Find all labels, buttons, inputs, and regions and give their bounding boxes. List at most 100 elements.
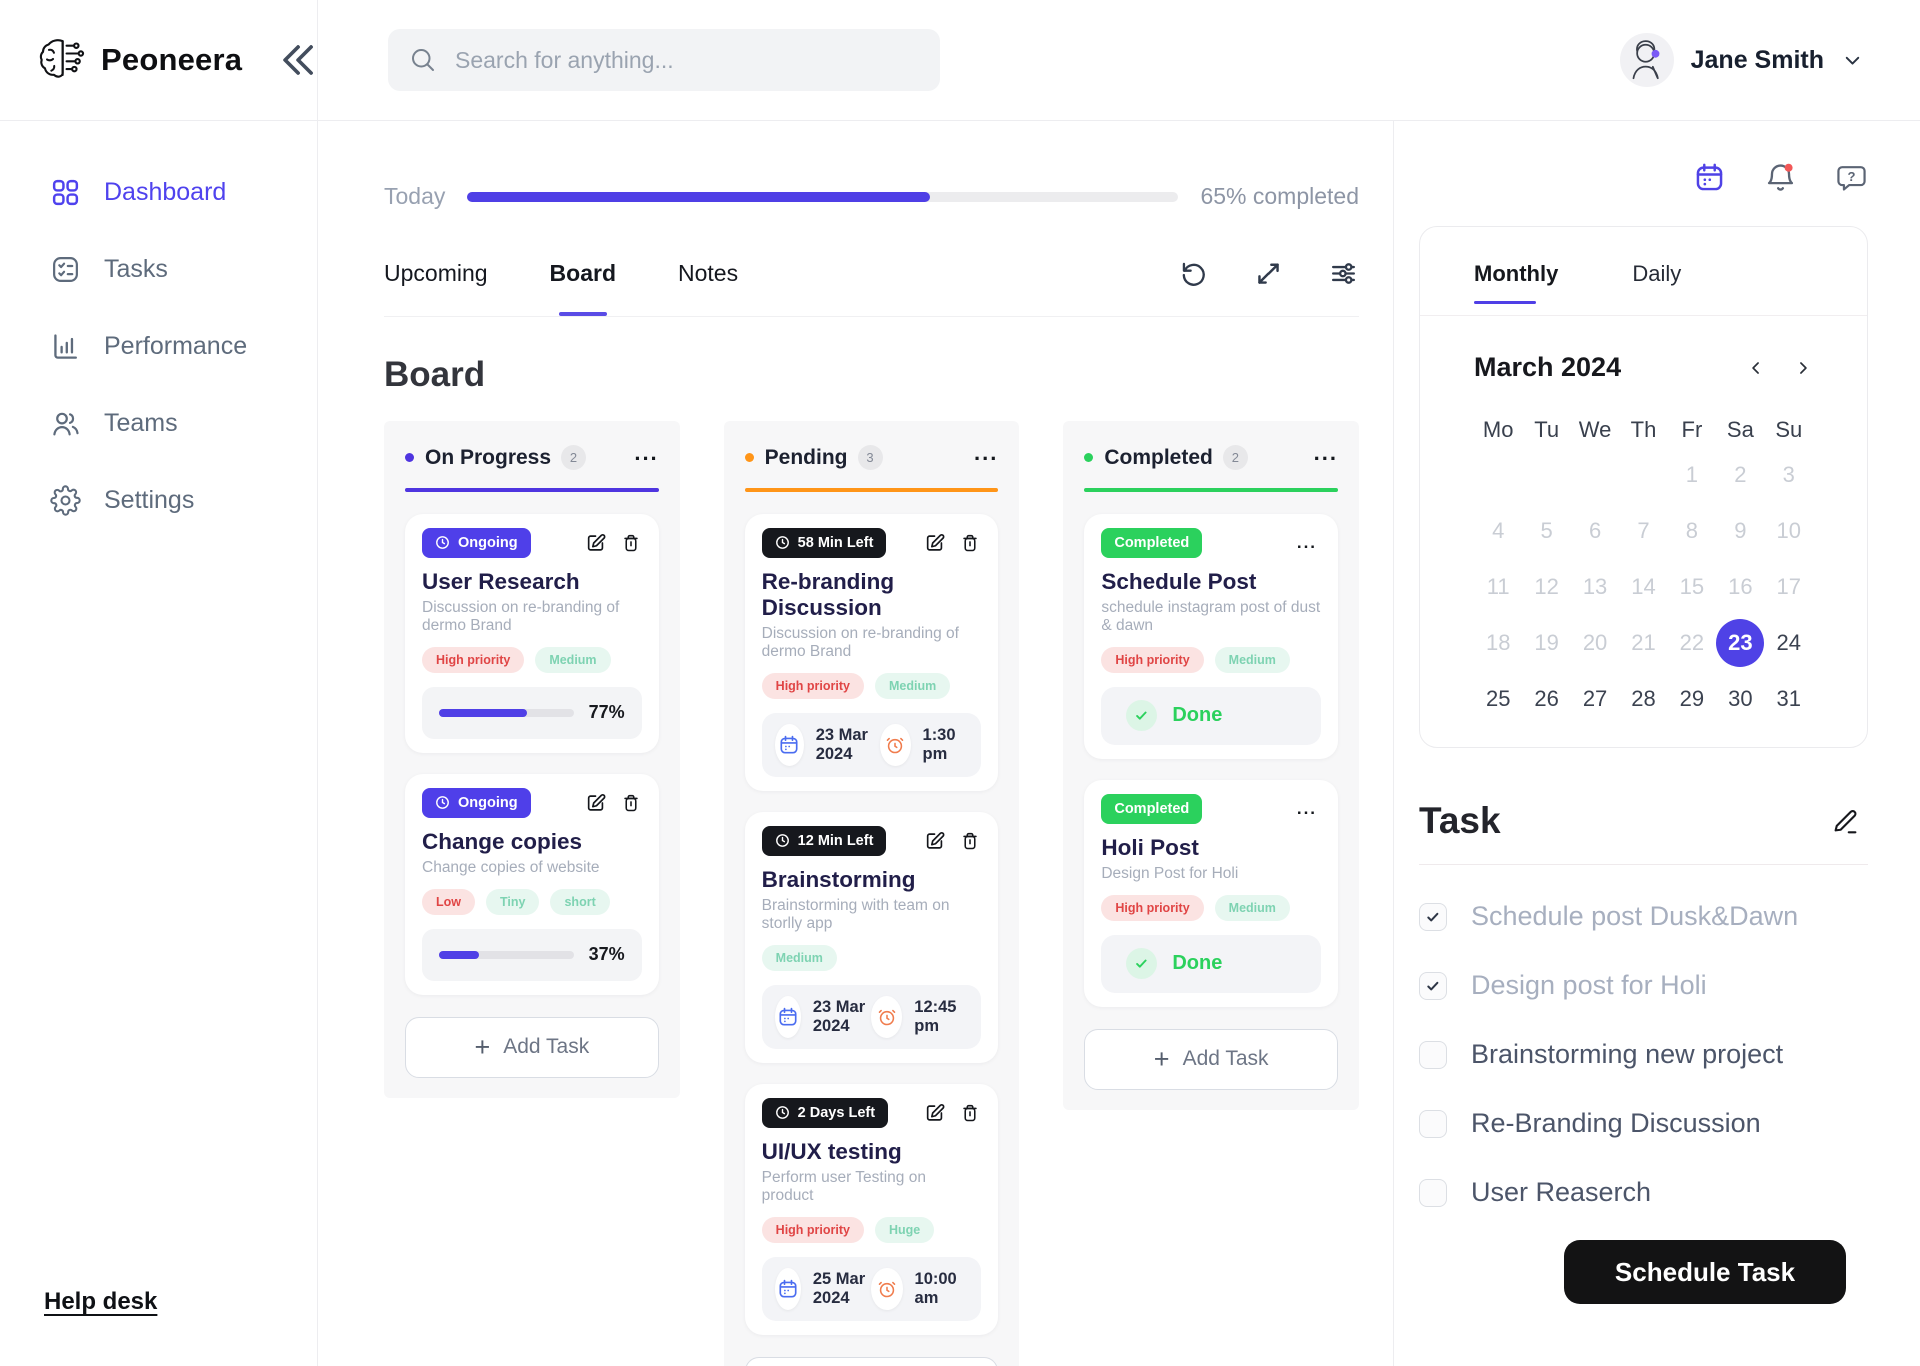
task-card[interactable]: 2 Days Left UI/UX testing Perform user Tes… [744, 1083, 999, 1335]
card-title: UI/UX testing [761, 1138, 902, 1164]
sidebar-item-settings[interactable]: Settings [0, 485, 317, 516]
calendar-day[interactable]: 22 [1679, 630, 1705, 655]
calendar-day[interactable]: 4 [1492, 518, 1505, 543]
settings-icon [50, 485, 81, 516]
task-checkbox[interactable] [1419, 902, 1447, 931]
task-card[interactable]: Ongoing User Research Discussion on re-bra… [405, 513, 659, 753]
calendar-day[interactable]: 5 [1540, 518, 1553, 543]
filter-sliders-icon[interactable] [1328, 258, 1359, 289]
column-menu-button[interactable]: ... [634, 439, 659, 465]
task-checkbox[interactable] [1419, 971, 1447, 1000]
task-card[interactable]: 58 Min Left Re-branding Discussion Discuss… [744, 513, 999, 791]
card-actions [924, 830, 981, 852]
calendar-day[interactable]: 24 [1776, 630, 1802, 655]
card-menu-button[interactable]: ... [1296, 798, 1318, 818]
calendar-day[interactable]: 13 [1582, 574, 1608, 599]
schedule-time: 1:30 pm [880, 723, 967, 766]
calendar-day[interactable]: 25 [1485, 686, 1511, 711]
delete-task-icon[interactable] [959, 1102, 981, 1124]
card-menu-button[interactable]: ... [1296, 532, 1318, 552]
calendar-day[interactable]: 18 [1485, 630, 1511, 655]
add-task-button[interactable]: +Add Task [744, 1356, 999, 1366]
calendar-day[interactable]: 1 [1685, 462, 1699, 487]
calendar-day[interactable]: 17 [1776, 574, 1802, 599]
next-month-icon[interactable] [1793, 358, 1813, 378]
task-card[interactable]: 12 Min Left Brainstorming Brainstorming wi… [744, 811, 999, 1063]
weekday-label: Tu [1534, 417, 1560, 442]
edit-task-icon[interactable] [585, 792, 607, 814]
clock-icon [775, 833, 790, 848]
calendar-day[interactable]: 26 [1534, 686, 1559, 711]
add-task-button[interactable]: +Add Task [1084, 1028, 1339, 1090]
calendar-day[interactable]: 19 [1534, 630, 1559, 655]
task-section-title: Task [1419, 800, 1501, 841]
task-checkbox[interactable] [1419, 1040, 1447, 1069]
edit-task-icon[interactable] [924, 830, 946, 852]
edit-task-icon[interactable] [924, 1102, 946, 1124]
sidebar-item-performance[interactable]: Performance [0, 331, 317, 362]
schedule-task-button[interactable]: Schedule Task [1564, 1240, 1846, 1304]
sidebar-collapse-button[interactable] [271, 34, 323, 86]
calendar-day[interactable]: 21 [1631, 630, 1656, 655]
edit-task-icon[interactable] [585, 532, 607, 554]
sidebar-item-dashboard[interactable]: Dashboard [0, 177, 317, 208]
add-task-button[interactable]: +Add Task [405, 1016, 659, 1078]
calendar-day[interactable]: 12 [1534, 574, 1559, 599]
tasks-icon [50, 254, 81, 285]
tab-upcoming[interactable]: Upcoming [384, 260, 488, 286]
help-icon[interactable]: ? [1835, 161, 1868, 194]
calendar-day[interactable]: 9 [1734, 518, 1747, 543]
refresh-icon[interactable] [1178, 258, 1209, 289]
column-menu-button[interactable]: ... [974, 439, 999, 465]
task-checkbox[interactable] [1419, 1178, 1447, 1207]
calendar-date-icon [777, 1278, 799, 1300]
month-row: March 2024 [1474, 352, 1813, 383]
search-input[interactable] [455, 46, 920, 74]
calendar-day[interactable]: 6 [1588, 518, 1602, 543]
calendar-day[interactable]: 27 [1582, 686, 1608, 711]
prev-month-icon[interactable] [1746, 358, 1766, 378]
delete-task-icon[interactable] [620, 532, 642, 554]
calendar-day[interactable]: 15 [1679, 574, 1705, 599]
calendar-day[interactable]: 29 [1679, 686, 1705, 711]
calendar-day[interactable]: 10 [1776, 518, 1802, 543]
calendar-day[interactable]: 11 [1486, 574, 1510, 599]
calendar-day[interactable]: 20 [1582, 630, 1608, 655]
calendar-tab-monthly[interactable]: Monthly [1474, 261, 1559, 304]
calendar-icon[interactable] [1693, 161, 1726, 194]
card-description: Brainstorming with team on storlly app [761, 896, 950, 932]
edit-task-icon[interactable] [924, 532, 946, 554]
column-cards: 58 Min Left Re-branding Discussion Discuss… [744, 513, 999, 1335]
task-checkbox[interactable] [1419, 1109, 1447, 1138]
calendar-day-selected[interactable]: 23 [1716, 619, 1765, 667]
calendar-day[interactable]: 16 [1728, 574, 1753, 599]
calendar-tab-daily[interactable]: Daily [1632, 261, 1682, 286]
delete-task-icon[interactable] [959, 532, 981, 554]
delete-task-icon[interactable] [620, 792, 642, 814]
notifications-bell-icon[interactable] [1764, 161, 1797, 194]
sidebar-item-tasks[interactable]: Tasks [0, 254, 317, 285]
board-tools [1178, 258, 1359, 289]
tab-notes[interactable]: Notes [678, 260, 739, 286]
calendar-day[interactable]: 2 [1734, 462, 1747, 487]
edit-tasks-pencil-icon[interactable] [1830, 806, 1868, 836]
task-card[interactable]: Ongoing Change copies Change copies of web… [405, 773, 659, 995]
delete-task-icon[interactable] [959, 830, 981, 852]
calendar-day[interactable]: 14 [1631, 574, 1656, 599]
calendar-day[interactable]: 3 [1782, 462, 1795, 487]
calendar-day[interactable]: 28 [1631, 686, 1656, 711]
schedule-time: 10:00 am [871, 1267, 967, 1310]
expand-icon[interactable] [1253, 258, 1284, 289]
column-menu-button[interactable]: ... [1313, 439, 1339, 465]
task-card[interactable]: Completed... Schedule Post schedule instag… [1084, 513, 1339, 759]
task-card[interactable]: Completed... Holi Post Design Post for Hol… [1084, 779, 1339, 1007]
calendar-day[interactable]: 31 [1776, 686, 1802, 711]
calendar-day[interactable]: 8 [1685, 518, 1699, 543]
tab-board[interactable]: Board [549, 260, 616, 286]
calendar-day[interactable]: 7 [1637, 518, 1650, 543]
profile-menu[interactable]: Jane Smith [1619, 33, 1864, 87]
help-desk-link[interactable]: Help desk [44, 1288, 158, 1315]
sidebar-item-teams[interactable]: Teams [0, 408, 317, 439]
calendar-day[interactable]: 30 [1728, 686, 1753, 711]
date-chip [774, 1267, 801, 1310]
